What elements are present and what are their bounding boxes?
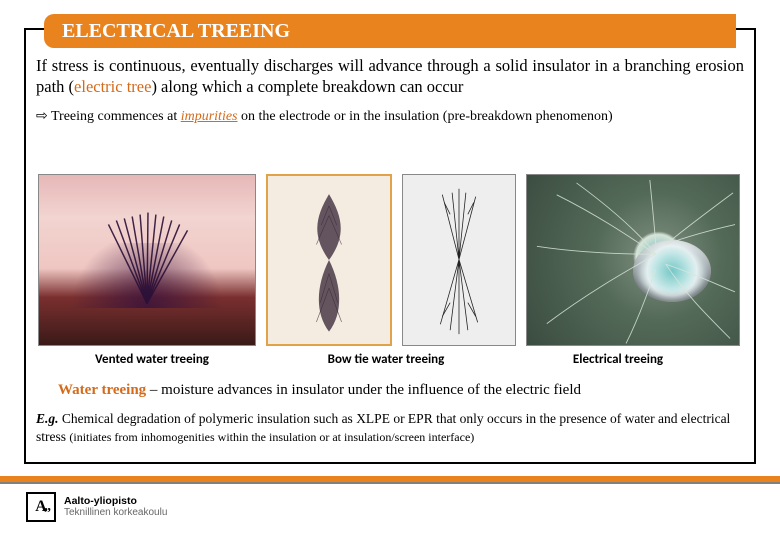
- discharge-lines-icon: [527, 175, 739, 345]
- example-paragraph: E.g. Chemical degradation of polymeric i…: [36, 410, 744, 445]
- water-treeing-line: Water treeing – moisture advances in ins…: [58, 382, 726, 399]
- bullet-term: impurities: [181, 109, 238, 124]
- caption-vented: Vented water treeing: [38, 352, 266, 367]
- image-bowtie-2: [402, 174, 516, 346]
- example-paren: (initiates from inhomogenities within th…: [69, 430, 474, 444]
- image-vented-treeing: [38, 174, 256, 346]
- image-electrical-treeing: [526, 174, 740, 346]
- bullet-line: ⇨ Treeing commences at impurities on the…: [36, 107, 744, 125]
- image-bowtie-1: [266, 174, 392, 346]
- bullet-post: on the electrode or in the insulation (p…: [238, 109, 613, 124]
- bowtie-lines-icon: [403, 175, 515, 344]
- bullet-pre: Treeing commences at: [48, 109, 181, 124]
- logo-sub: Teknillinen korkeakoulu: [64, 507, 167, 518]
- footer-logo: A Aalto-yliopisto Teknillinen korkeakoul…: [26, 492, 167, 522]
- logo-text: Aalto-yliopisto Teknillinen korkeakoulu: [64, 496, 167, 519]
- water-treeing-term: Water treeing: [58, 382, 146, 398]
- main-content: If stress is continuous, eventually disc…: [36, 56, 744, 125]
- caption-bowtie: Bow tie water treeing: [266, 352, 506, 367]
- example-lead: E.g.: [36, 411, 59, 426]
- main-paragraph: If stress is continuous, eventually disc…: [36, 56, 744, 97]
- bowtie-shape-icon: [268, 176, 390, 344]
- para-post: ) along which a complete breakdown can o…: [151, 77, 463, 96]
- para-term: electric tree: [74, 77, 151, 96]
- logo-org: Aalto-yliopisto: [64, 495, 137, 507]
- image-row: [38, 174, 742, 346]
- slide-title: ELECTRICAL TREEING: [62, 20, 290, 43]
- caption-row: Vented water treeing Bow tie water treei…: [38, 352, 742, 367]
- tree-fan-icon: [39, 175, 255, 345]
- title-bar: ELECTRICAL TREEING: [44, 14, 736, 48]
- logo-mark-icon: A: [26, 492, 56, 522]
- footer-rule: [0, 476, 780, 482]
- water-treeing-rest: – moisture advances in insulator under t…: [146, 382, 581, 398]
- arrow-icon: ⇨: [36, 107, 48, 123]
- caption-electrical: Electrical treeing: [506, 352, 730, 367]
